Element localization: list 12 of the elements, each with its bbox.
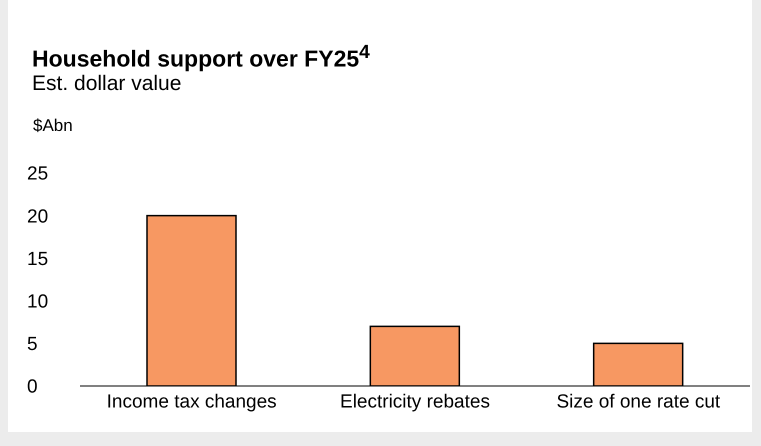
y-tick-label: 0: [27, 376, 38, 398]
x-tick-label: Income tax changes: [106, 391, 277, 412]
y-tick-label: 10: [27, 292, 48, 313]
y-tick-label: 25: [27, 164, 48, 185]
y-axis-title: $Abn: [33, 116, 73, 136]
x-tick-label: Electricity rebates: [340, 391, 490, 412]
y-tick-label: 15: [27, 248, 48, 270]
chart-subtitle: Est. dollar value: [32, 72, 182, 96]
x-tick-label: Size of one rate cut: [556, 391, 721, 412]
y-tick-label: 5: [27, 334, 38, 356]
chart-title: Household support over FY25$^{4}$: [32, 42, 370, 73]
y-tick-label: 20: [27, 206, 48, 228]
